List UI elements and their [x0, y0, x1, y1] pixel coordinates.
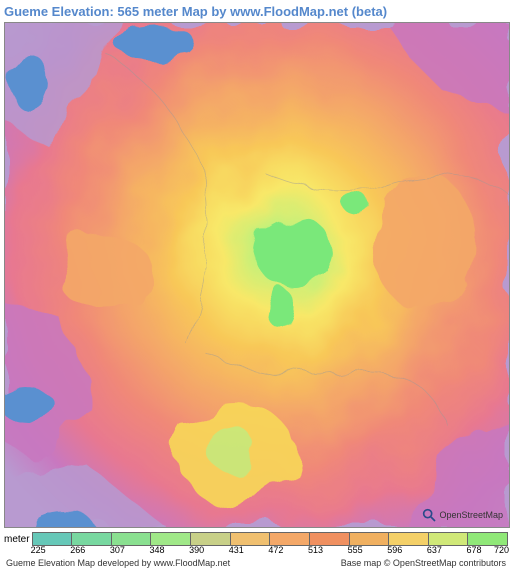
- legend-tick: 720: [494, 545, 509, 555]
- legend-tick: 472: [268, 545, 283, 555]
- legend-swatch: 390: [190, 532, 230, 546]
- magnifier-icon: [421, 507, 437, 523]
- map-container: Gueme Elevation: 565 meter Map by www.Fl…: [0, 0, 512, 582]
- legend-tick: 266: [70, 545, 85, 555]
- elevation-heatmap: [5, 23, 509, 527]
- footer-left: Gueme Elevation Map developed by www.Flo…: [6, 558, 230, 568]
- legend-tick: 225: [31, 545, 46, 555]
- osm-attribution-badge: OpenStreetMap: [421, 507, 503, 523]
- legend-tick: 637: [427, 545, 442, 555]
- legend-tick: 678: [466, 545, 481, 555]
- legend: meter 2252663073483904314725135555966376…: [0, 528, 512, 546]
- legend-tick: 596: [387, 545, 402, 555]
- osm-text: OpenStreetMap: [439, 510, 503, 520]
- legend-tick: 431: [229, 545, 244, 555]
- legend-unit: meter: [4, 534, 30, 545]
- legend-swatches: 225266307348390431472513555596637678720: [32, 532, 508, 546]
- legend-swatch: 678720: [467, 532, 508, 546]
- legend-swatch: 472: [269, 532, 309, 546]
- legend-swatch: 513: [309, 532, 349, 546]
- legend-swatch: 307: [111, 532, 151, 546]
- legend-swatch: 555: [349, 532, 389, 546]
- legend-swatch: 266: [71, 532, 111, 546]
- legend-swatch: 596: [388, 532, 428, 546]
- legend-swatch: 348: [150, 532, 190, 546]
- title-text: Gueme Elevation: 565 meter Map by www.Fl…: [4, 4, 387, 19]
- legend-tick: 307: [110, 545, 125, 555]
- legend-tick: 390: [189, 545, 204, 555]
- legend-swatch: 431: [230, 532, 270, 546]
- legend-swatch: 225: [32, 532, 72, 546]
- legend-swatch: 637: [428, 532, 468, 546]
- page-title: Gueme Elevation: 565 meter Map by www.Fl…: [0, 0, 512, 22]
- legend-tick: 348: [149, 545, 164, 555]
- legend-tick: 513: [308, 545, 323, 555]
- map-viewport[interactable]: OpenStreetMap: [4, 22, 510, 528]
- legend-tick: 555: [348, 545, 363, 555]
- footer-right: Base map © OpenStreetMap contributors: [341, 558, 506, 568]
